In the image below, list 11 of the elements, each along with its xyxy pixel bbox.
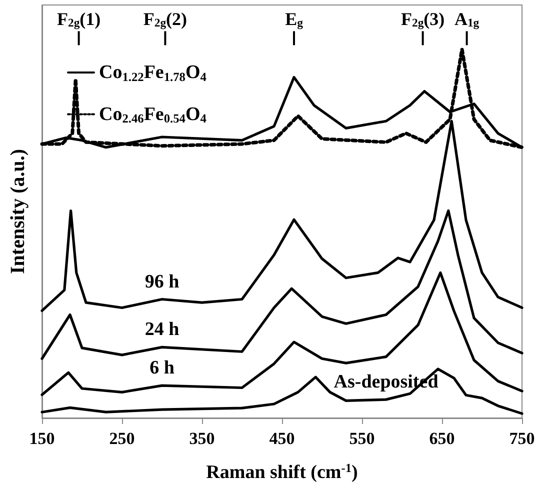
series-label: 24 h	[144, 319, 180, 340]
series-label: 96 h	[144, 271, 180, 292]
y-axis-title: Intensity (a.u.)	[7, 148, 29, 274]
x-tick-label: 350	[189, 429, 215, 448]
x-tick-label: 150	[29, 429, 55, 448]
x-tick-label: 750	[509, 429, 535, 448]
x-tick-label: 450	[269, 429, 295, 448]
x-tick-label: 650	[429, 429, 455, 448]
x-tick-label: 550	[349, 429, 375, 448]
x-tick-label: 250	[109, 429, 135, 448]
series-label: 6 h	[150, 358, 175, 379]
